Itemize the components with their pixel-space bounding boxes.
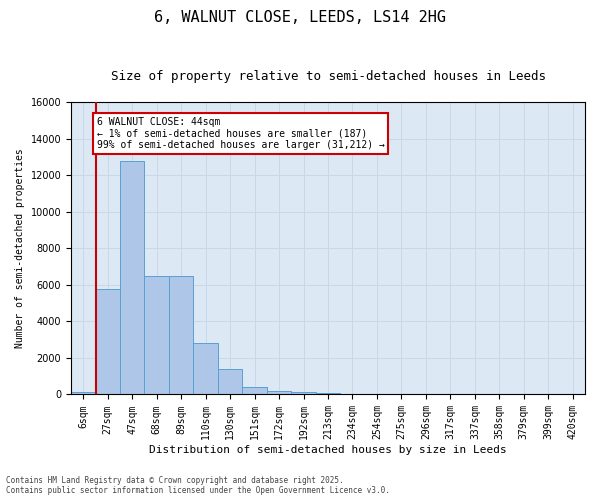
Bar <box>95 288 120 395</box>
Bar <box>292 392 316 394</box>
Bar <box>316 393 340 394</box>
Text: 6 WALNUT CLOSE: 44sqm
← 1% of semi-detached houses are smaller (187)
99% of semi: 6 WALNUT CLOSE: 44sqm ← 1% of semi-detac… <box>97 117 385 150</box>
Bar <box>218 369 242 394</box>
Bar <box>169 276 193 394</box>
X-axis label: Distribution of semi-detached houses by size in Leeds: Distribution of semi-detached houses by … <box>149 445 507 455</box>
Bar <box>120 160 145 394</box>
Bar <box>242 387 267 394</box>
Bar <box>193 344 218 394</box>
Text: 6, WALNUT CLOSE, LEEDS, LS14 2HG: 6, WALNUT CLOSE, LEEDS, LS14 2HG <box>154 10 446 25</box>
Title: Size of property relative to semi-detached houses in Leeds: Size of property relative to semi-detach… <box>110 70 545 83</box>
Text: Contains HM Land Registry data © Crown copyright and database right 2025.
Contai: Contains HM Land Registry data © Crown c… <box>6 476 390 495</box>
Bar <box>145 276 169 394</box>
Y-axis label: Number of semi-detached properties: Number of semi-detached properties <box>15 148 25 348</box>
Bar <box>267 391 292 394</box>
Bar <box>71 392 95 394</box>
